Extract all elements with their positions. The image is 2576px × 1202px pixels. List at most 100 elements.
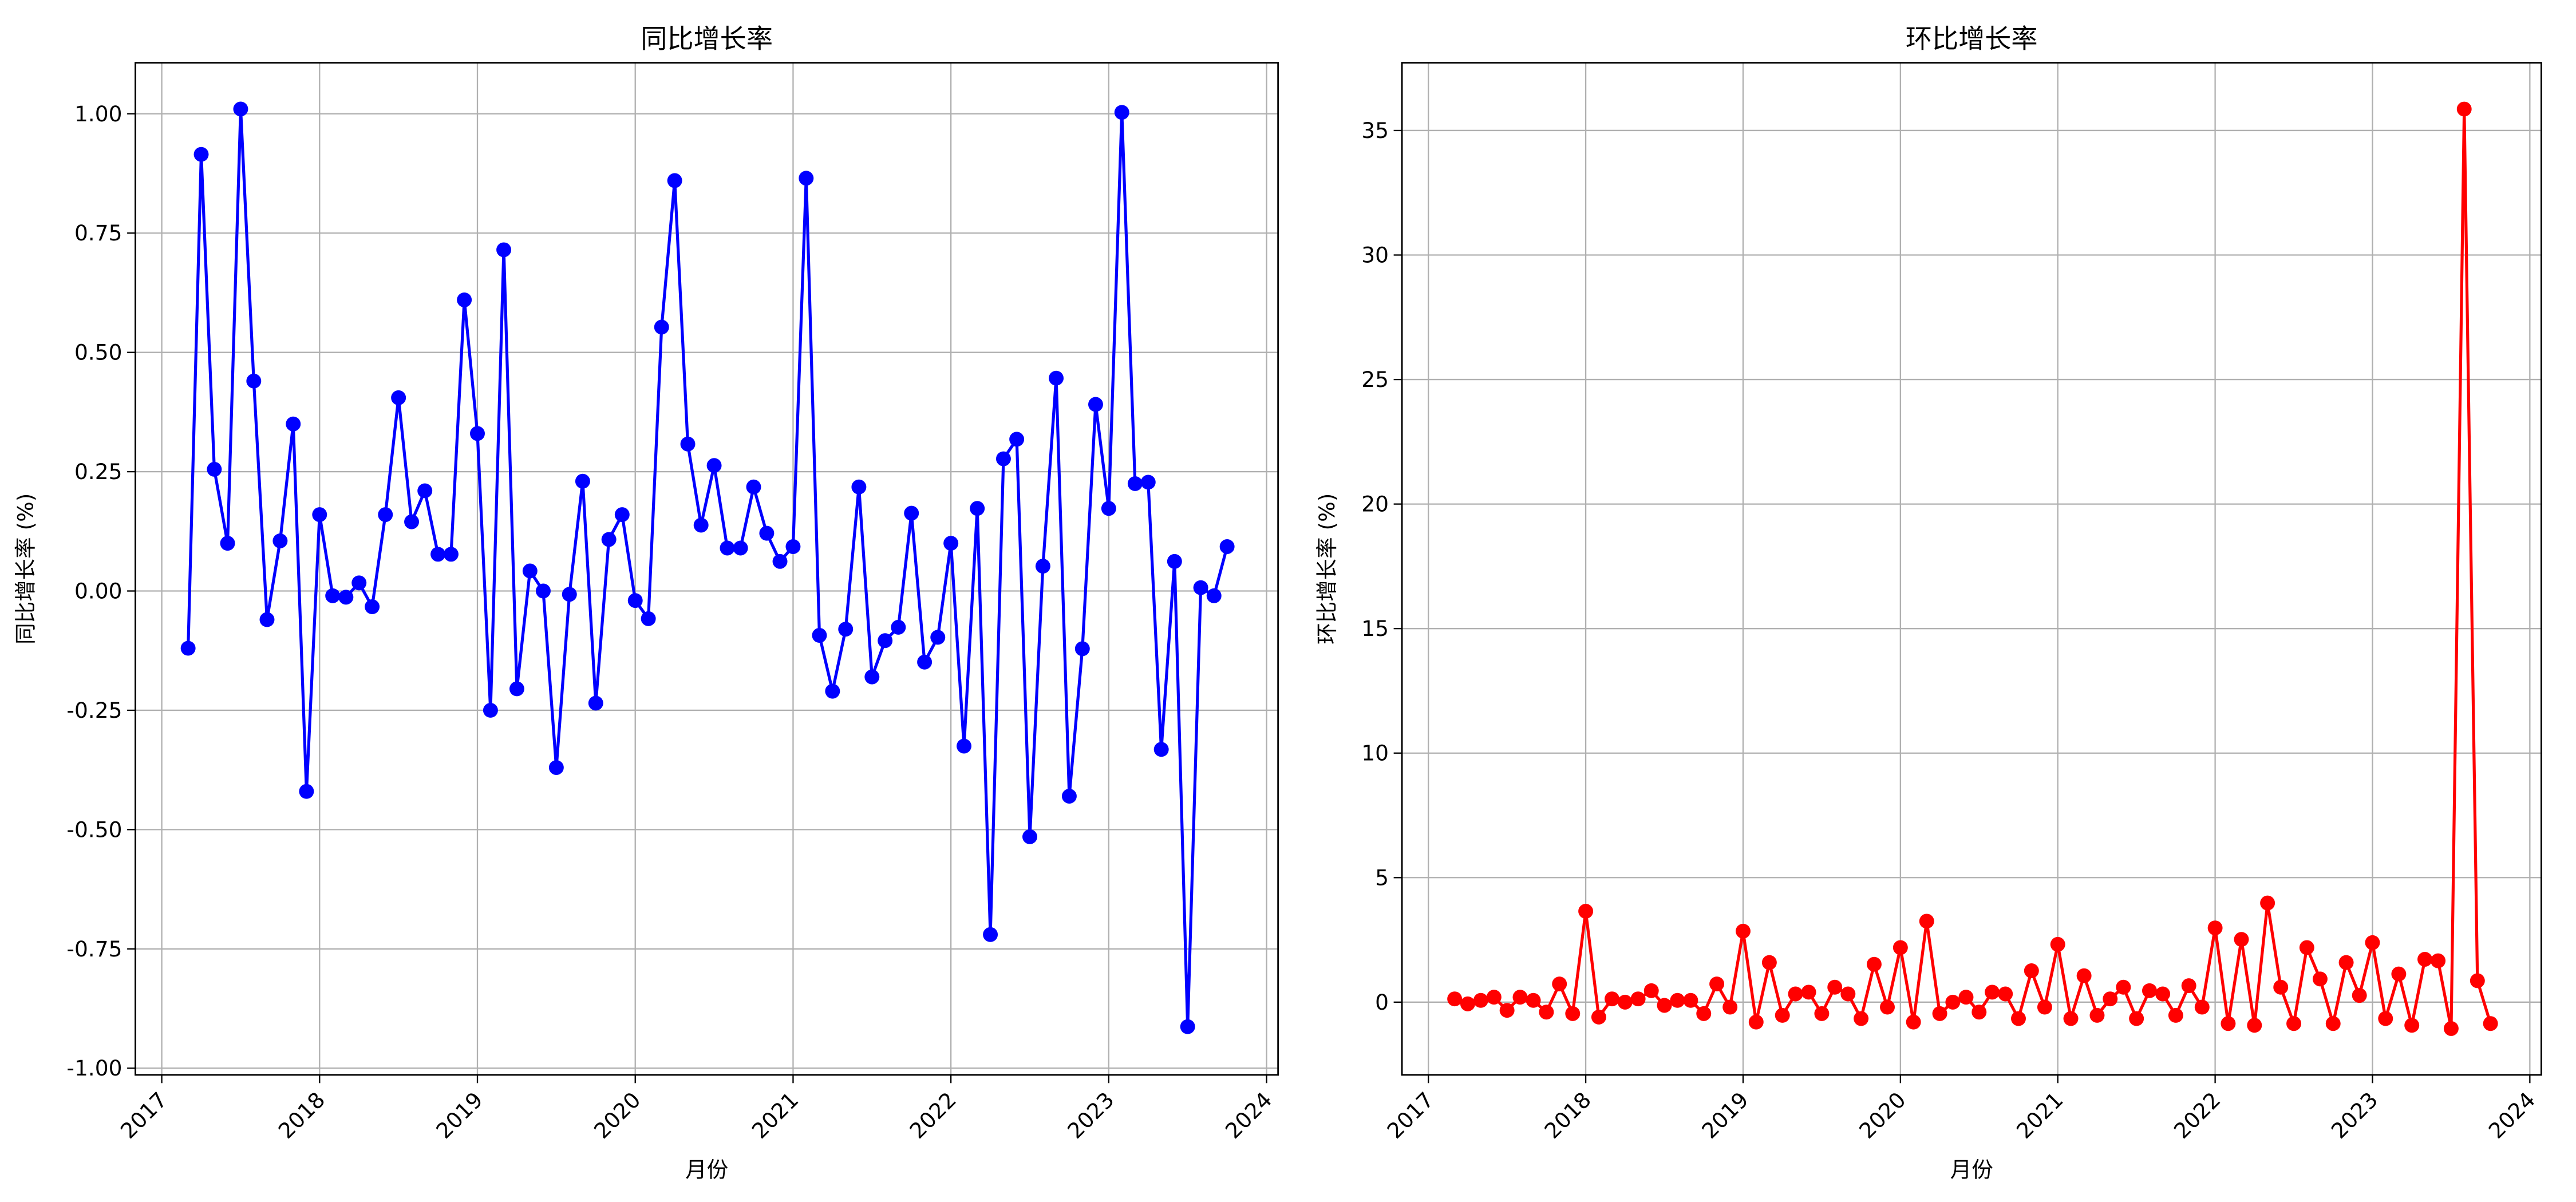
data-point: [1801, 984, 1816, 1000]
data-point: [2365, 935, 2380, 950]
data-point: [2063, 1011, 2079, 1026]
data-point: [2037, 999, 2052, 1015]
data-point: [904, 505, 919, 521]
y-tick-label: 15: [1361, 616, 1389, 641]
x-tick-label: 2022: [904, 1087, 961, 1144]
data-point: [1919, 914, 1934, 929]
data-point: [720, 540, 735, 556]
y-tick-label: 25: [1361, 367, 1389, 392]
data-point: [983, 927, 998, 942]
data-point: [1074, 641, 1090, 657]
data-point: [1552, 976, 1567, 992]
data-point: [1539, 1005, 1554, 1020]
data-point: [2483, 1016, 2498, 1031]
data-point: [1526, 993, 1541, 1008]
data-point: [838, 622, 854, 637]
y-tick-label: -0.75: [66, 936, 122, 962]
data-point: [1657, 998, 1672, 1013]
y-axis-label: 同比增长率 (%): [13, 493, 38, 645]
data-point: [1998, 986, 2013, 1002]
x-axis-label: 月份: [685, 1157, 728, 1183]
data-point: [312, 507, 327, 523]
data-point: [1219, 539, 1235, 554]
data-point: [2247, 1018, 2262, 1033]
x-tick-label: 2024: [2484, 1087, 2541, 1144]
data-point: [1761, 955, 1777, 970]
data-point: [2391, 966, 2407, 982]
data-point: [1512, 990, 1528, 1005]
data-point: [2260, 895, 2275, 911]
data-point: [588, 695, 603, 711]
data-point: [535, 583, 551, 599]
x-tick-label: 2020: [1854, 1087, 1911, 1144]
data-point: [851, 479, 867, 495]
data-point: [1035, 559, 1050, 574]
data-point: [812, 628, 827, 643]
data-point: [917, 654, 933, 670]
data-point: [2129, 1011, 2144, 1026]
data-point: [457, 292, 472, 307]
y-tick-label: -1.00: [66, 1055, 122, 1081]
x-tick-label: 2018: [1539, 1087, 1596, 1144]
data-point: [443, 547, 459, 562]
data-point: [404, 514, 420, 529]
data-point: [2312, 971, 2328, 987]
data-point: [1101, 501, 1116, 516]
data-point: [970, 501, 985, 516]
data-point: [2378, 1011, 2393, 1026]
data-point: [2050, 936, 2065, 952]
y-tick-label: 10: [1361, 741, 1389, 766]
data-point: [2076, 968, 2092, 983]
data-point: [1683, 993, 1698, 1008]
data-point: [233, 101, 248, 117]
data-point: [1473, 993, 1488, 1008]
data-point: [2168, 1007, 2183, 1023]
data-point: [930, 630, 946, 645]
x-tick-label: 2020: [589, 1087, 646, 1144]
data-point: [1009, 432, 1025, 447]
data-point: [1140, 475, 1156, 490]
y-tick-label: 5: [1375, 865, 1389, 890]
data-point: [1578, 904, 1594, 919]
data-point: [1788, 986, 1803, 1002]
data-point: [548, 760, 564, 775]
data-point: [680, 436, 696, 452]
data-point: [2089, 1007, 2105, 1023]
data-point: [1670, 993, 1685, 1008]
data-point: [378, 507, 393, 523]
data-line: [187, 109, 1229, 1027]
data-point: [641, 611, 656, 626]
data-point: [799, 171, 814, 186]
data-point: [1814, 1006, 1830, 1021]
data-point: [1499, 1003, 1515, 1018]
data-point: [706, 458, 722, 473]
data-point: [1022, 829, 1037, 844]
data-point: [1630, 991, 1646, 1007]
data-line: [1454, 109, 2492, 1030]
data-point: [1114, 105, 1129, 120]
data-point: [1854, 1011, 1869, 1026]
data-point: [772, 553, 788, 569]
plot-frame: [135, 62, 1279, 1076]
x-tick-label: 2017: [1382, 1087, 1439, 1144]
data-point: [1775, 1007, 1790, 1023]
data-point: [995, 451, 1011, 466]
data-point: [1748, 1014, 1764, 1030]
data-point: [2234, 932, 2249, 947]
data-point: [417, 483, 433, 499]
data-point: [1735, 923, 1751, 939]
x-axis-label: 月份: [1950, 1157, 1993, 1183]
y-tick-label: 0.75: [74, 220, 122, 246]
data-point: [614, 507, 630, 523]
data-point: [2325, 1016, 2341, 1031]
data-point: [522, 563, 538, 579]
data-point: [1827, 979, 1843, 995]
y-tick-label: 0.50: [74, 340, 122, 365]
data-point: [1167, 553, 1182, 569]
data-point: [2352, 988, 2367, 1003]
x-tick-label: 2019: [431, 1087, 488, 1144]
y-tick-label: -0.50: [66, 817, 122, 842]
data-point: [272, 533, 288, 548]
data-point: [1893, 940, 1908, 955]
data-point: [207, 461, 222, 477]
